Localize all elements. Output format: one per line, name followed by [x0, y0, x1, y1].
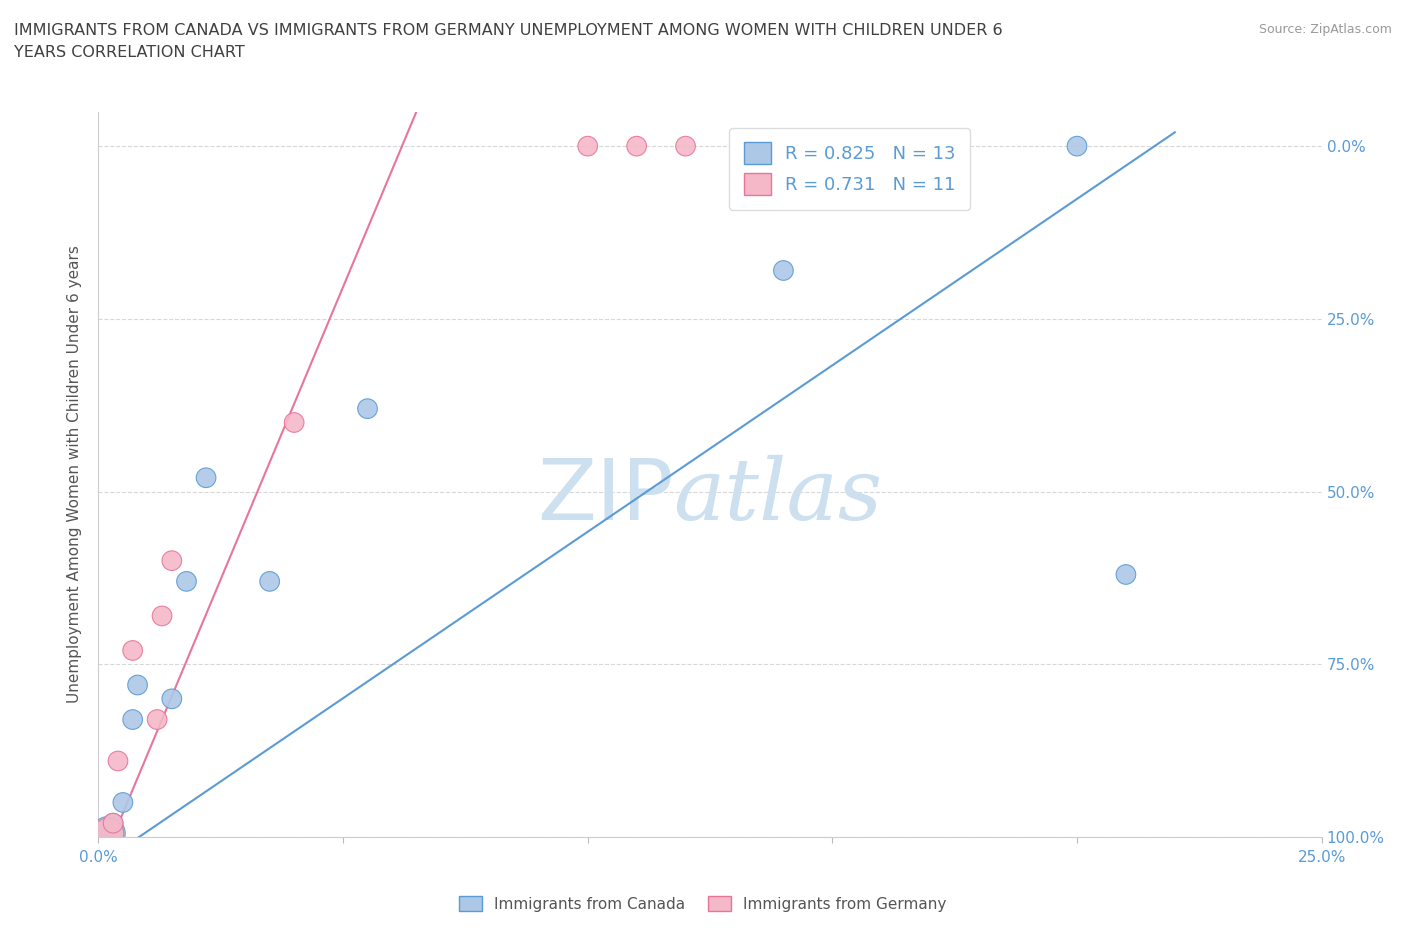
- Point: [1066, 139, 1088, 153]
- Point: [1115, 567, 1137, 582]
- Legend: Immigrants from Canada, Immigrants from Germany: Immigrants from Canada, Immigrants from …: [453, 889, 953, 918]
- Text: YEARS CORRELATION CHART: YEARS CORRELATION CHART: [14, 45, 245, 60]
- Point: [97, 826, 120, 841]
- Point: [127, 678, 149, 693]
- Point: [121, 643, 143, 658]
- Point: [160, 553, 183, 568]
- Y-axis label: Unemployment Among Women with Children Under 6 years: Unemployment Among Women with Children U…: [67, 246, 83, 703]
- Point: [176, 574, 198, 589]
- Legend: R = 0.825   N = 13, R = 0.731   N = 11: R = 0.825 N = 13, R = 0.731 N = 11: [730, 128, 970, 210]
- Point: [121, 712, 143, 727]
- Point: [107, 753, 129, 768]
- Point: [195, 471, 218, 485]
- Text: Source: ZipAtlas.com: Source: ZipAtlas.com: [1258, 23, 1392, 36]
- Point: [160, 691, 183, 706]
- Point: [101, 816, 124, 830]
- Point: [259, 574, 281, 589]
- Point: [356, 401, 378, 416]
- Point: [283, 415, 305, 430]
- Text: ZIP: ZIP: [537, 455, 673, 538]
- Point: [576, 139, 599, 153]
- Point: [101, 816, 124, 830]
- Text: IMMIGRANTS FROM CANADA VS IMMIGRANTS FROM GERMANY UNEMPLOYMENT AMONG WOMEN WITH : IMMIGRANTS FROM CANADA VS IMMIGRANTS FRO…: [14, 23, 1002, 38]
- Text: atlas: atlas: [673, 455, 883, 538]
- Point: [626, 139, 648, 153]
- Point: [146, 712, 169, 727]
- Point: [97, 826, 120, 841]
- Point: [675, 139, 697, 153]
- Point: [772, 263, 794, 278]
- Point: [150, 608, 173, 623]
- Point: [111, 795, 134, 810]
